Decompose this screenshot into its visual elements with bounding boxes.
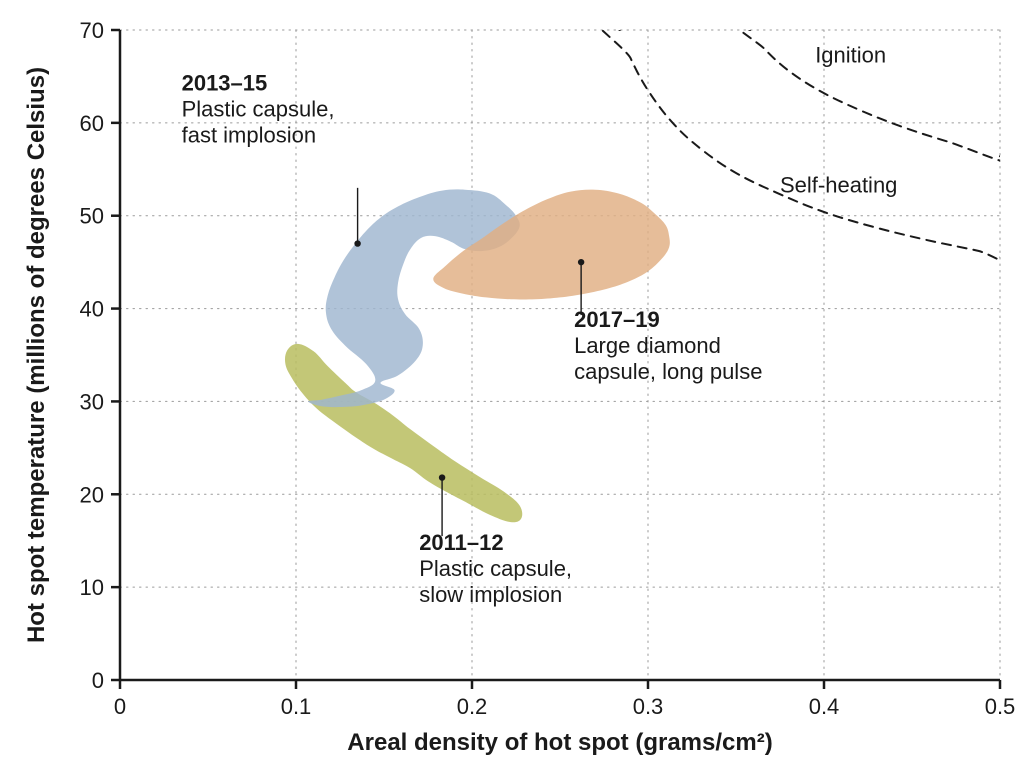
x-tick-label: 0 <box>114 694 126 719</box>
x-tick-label: 0.2 <box>457 694 488 719</box>
annotation-line: fast implosion <box>182 122 317 147</box>
annotation-line: Large diamond <box>574 333 721 358</box>
x-tick-label: 0.5 <box>985 694 1016 719</box>
y-tick-label: 20 <box>80 482 104 507</box>
annotation-title: 2013–15 <box>182 70 268 95</box>
y-tick-label: 0 <box>92 668 104 693</box>
contour-label-selfheating: Self-heating <box>780 173 897 198</box>
y-tick-label: 60 <box>80 111 104 136</box>
x-tick-label: 0.3 <box>633 694 664 719</box>
y-tick-label: 70 <box>80 18 104 43</box>
contour-label-ignition: Ignition <box>815 43 886 68</box>
y-tick-label: 10 <box>80 575 104 600</box>
x-axis-label: Areal density of hot spot (grams/cm²) <box>347 729 772 756</box>
y-tick-label: 30 <box>80 389 104 414</box>
fusion-hot-spot-chart: 0 0.1 0.2 0.3 0.4 0.5 0 10 20 30 40 50 60 70 Areal den… <box>0 0 1024 768</box>
y-axis-label: Hot spot temperature (millions of degree… <box>23 67 50 643</box>
annotation-line: slow implosion <box>419 582 562 607</box>
x-tick-label: 0.1 <box>281 694 312 719</box>
chart-svg: 0 0.1 0.2 0.3 0.4 0.5 0 10 20 30 40 50 60 70 Areal den… <box>0 0 1024 768</box>
annotation-line: Plastic capsule, <box>419 556 572 581</box>
y-tick-label: 50 <box>80 204 104 229</box>
annotation-title: 2017–19 <box>574 307 660 332</box>
y-tick-label: 40 <box>80 297 104 322</box>
x-tick-label: 0.4 <box>809 694 840 719</box>
annotation-line: capsule, long pulse <box>574 359 762 384</box>
annotation-line: Plastic capsule, <box>182 96 335 121</box>
annotation-title: 2011–12 <box>419 530 503 555</box>
